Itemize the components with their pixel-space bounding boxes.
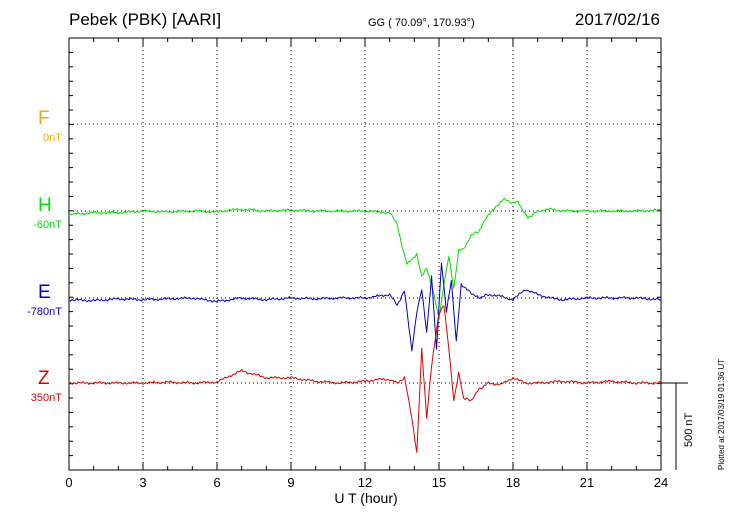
x-tick-label: 21 — [580, 475, 594, 490]
traces — [68, 197, 662, 453]
x-tick-label: 6 — [213, 475, 220, 490]
scale-bar: 500 nT — [661, 382, 695, 470]
x-tick-label: 9 — [287, 475, 294, 490]
series-line-h — [68, 197, 662, 320]
x-tick-label: 24 — [654, 475, 668, 490]
x-tick-label: 3 — [139, 475, 146, 490]
series-baseline-e: -780nT — [27, 306, 62, 318]
grid — [69, 38, 661, 470]
x-axis-ticks — [68, 37, 662, 471]
scale-bar-label: 500 nT — [683, 412, 695, 447]
x-axis-tick-labels: 0 3 6 9 12 15 18 21 24 — [65, 475, 668, 490]
x-axis-label: U T (hour) — [334, 490, 397, 506]
station-coordinates: GG ( 70.09°, 170.93°) — [368, 17, 475, 29]
x-tick-label: 15 — [432, 475, 446, 490]
series-label-h: H — [38, 195, 52, 216]
series-baseline-h: -60nT — [33, 219, 62, 231]
x-tick-label: 12 — [358, 475, 372, 490]
series-label-e: E — [38, 282, 51, 303]
series-baseline-f: 0nT — [43, 132, 62, 144]
series-label-f: F — [38, 108, 50, 129]
series-label-z: Z — [38, 368, 50, 389]
plotted-timestamp: Plotted at 2017/03/19 01:36 UT — [717, 359, 726, 470]
chart-title: Pebek (PBK) [AARI] — [69, 10, 222, 29]
series-line-e — [68, 262, 662, 352]
x-tick-label: 0 — [65, 475, 72, 490]
series-baseline-z: 350nT — [30, 392, 62, 404]
x-tick-label: 18 — [506, 475, 520, 490]
chart-date: 2017/02/16 — [574, 10, 660, 29]
series-line-z — [68, 305, 662, 453]
